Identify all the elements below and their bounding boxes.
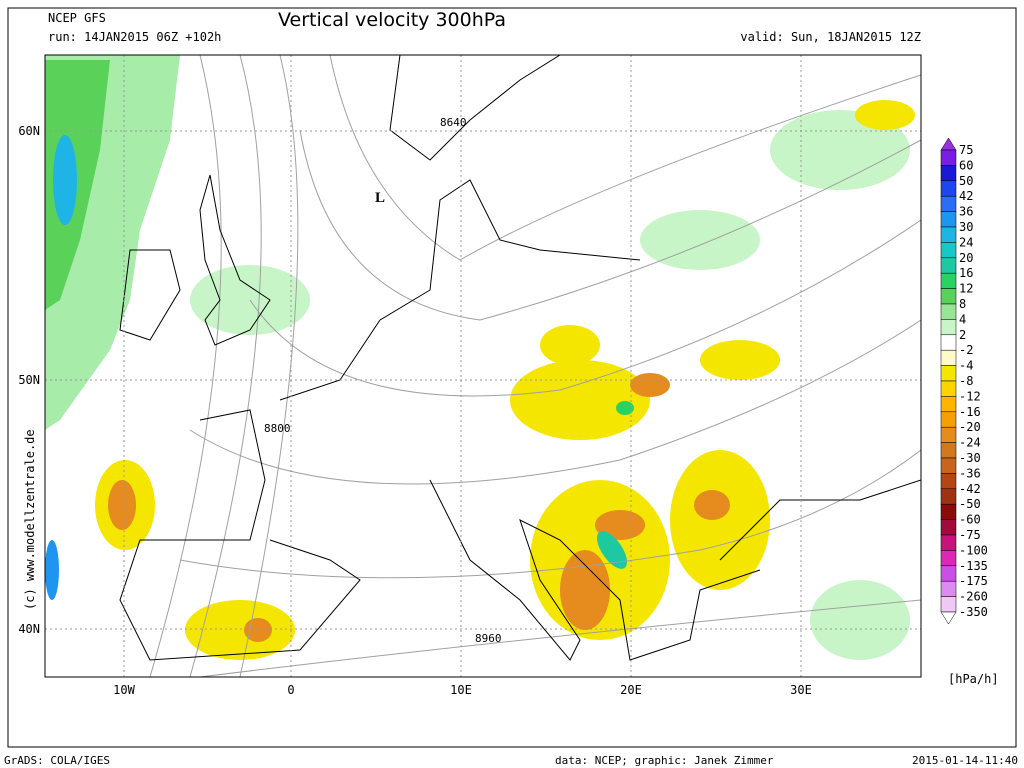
colorbar-swatch [940,596,957,613]
colorbar-swatch [940,534,957,551]
colorbar-swatch [940,365,957,382]
colorbar-label: -4 [959,359,973,373]
outer-frame [7,7,1017,748]
field-green-spot [616,401,634,415]
colorbar-label: -350 [959,605,988,619]
colorbar-swatch [940,226,957,243]
colorbar-label: -135 [959,559,988,573]
lon-label: 10W [113,683,135,697]
colorbar-label: 75 [959,143,973,157]
colorbar-label: -175 [959,574,988,588]
colorbar-swatch [940,288,957,305]
run-label: run: 14JAN2015 06Z +102h [48,30,221,44]
credit: (c) www.modellzentrale.de [23,429,37,610]
low-marker: L [375,190,385,206]
colorbar-swatch [940,503,957,520]
contour-label: 8800 [264,422,291,435]
contour-label: 8640 [440,116,467,129]
colorbar-label: 30 [959,220,973,234]
map: 8640 8800 8960 L [44,54,922,678]
colorbar-label: 4 [959,312,966,326]
colorbar-swatch [940,349,957,366]
colorbar-label: -24 [959,436,981,450]
contour-label: 8960 [475,632,502,645]
colorbar-label: -50 [959,497,981,511]
colorbar-label: -260 [959,590,988,604]
height-contours [149,55,921,677]
colorbar-triangle [940,611,957,625]
colorbar-swatch [940,211,957,228]
colorbar-swatch [940,334,957,351]
colorbar-label: -60 [959,513,981,527]
footer-middle: data: NCEP; graphic: Janek Zimmer [555,754,774,767]
lat-label: 60N [18,124,40,138]
colorbar-triangle [940,137,957,151]
field-blue [45,540,59,600]
colorbar-swatch [940,488,957,505]
field-cyan [53,135,77,225]
colorbar-swatch [940,565,957,582]
colorbar-swatch [940,411,957,428]
model-label: NCEP GFS [48,11,106,25]
title: Vertical velocity 300hPa [278,9,506,31]
coastlines [119,55,921,661]
colorbar-label: 60 [959,158,973,172]
footer-right: 2015-01-14-11:40 [912,754,1018,767]
colorbar-label: 24 [959,235,973,249]
colorbar-swatch [940,195,957,212]
colorbar-swatch [940,149,957,166]
colorbar-label: -20 [959,420,981,434]
colorbar-swatch [940,380,957,397]
valid-label: valid: Sun, 18JAN2015 12Z [740,30,921,44]
colorbar-label: 12 [959,282,973,296]
unit-label: [hPa/h] [948,672,999,686]
colorbar-swatch [940,442,957,459]
colorbar-swatch [940,303,957,320]
colorbar-label: -42 [959,482,981,496]
field-orange [108,373,730,642]
lat-label: 40N [18,622,40,636]
colorbar-swatch [940,257,957,274]
colorbar-swatch [940,457,957,474]
colorbar-label: -36 [959,466,981,480]
lon-label: 0 [287,683,294,697]
colorbar-swatch [940,272,957,289]
lon-label: 30E [790,683,812,697]
colorbar-label: 20 [959,251,973,265]
colorbar-swatch [940,580,957,597]
colorbar-label: 2 [959,328,966,342]
field-teal [596,531,628,569]
colorbar-label: 16 [959,266,973,280]
colorbar-label: -30 [959,451,981,465]
colorbar-label: 50 [959,174,973,188]
colorbar-swatch [940,550,957,567]
colorbar-label: -16 [959,405,981,419]
colorbar-label: -75 [959,528,981,542]
colorbar-label: -100 [959,543,988,557]
colorbar-swatch [940,319,957,336]
colorbar-swatch [940,165,957,182]
lat-label: 50N [18,373,40,387]
colorbar-label: -12 [959,389,981,403]
colorbar: 75605042363024201612842-2-4-8-12-16-20-2… [940,137,988,625]
colorbar-swatch [940,242,957,259]
colorbar-swatch [940,473,957,490]
lon-label: 20E [620,683,642,697]
lon-label: 10E [450,683,472,697]
colorbar-swatch [940,180,957,197]
latlon-grid [45,55,921,677]
colorbar-swatch [940,519,957,536]
colorbar-label: -2 [959,343,973,357]
field-green-strong [45,60,110,310]
map-frame [44,54,922,678]
colorbar-label: 8 [959,297,966,311]
colorbar-label: 36 [959,205,973,219]
colorbar-label: -8 [959,374,973,388]
colorbar-swatch [940,426,957,443]
footer-left: GrADS: COLA/IGES [4,754,110,767]
colorbar-label: 42 [959,189,973,203]
colorbar-swatch [940,396,957,413]
